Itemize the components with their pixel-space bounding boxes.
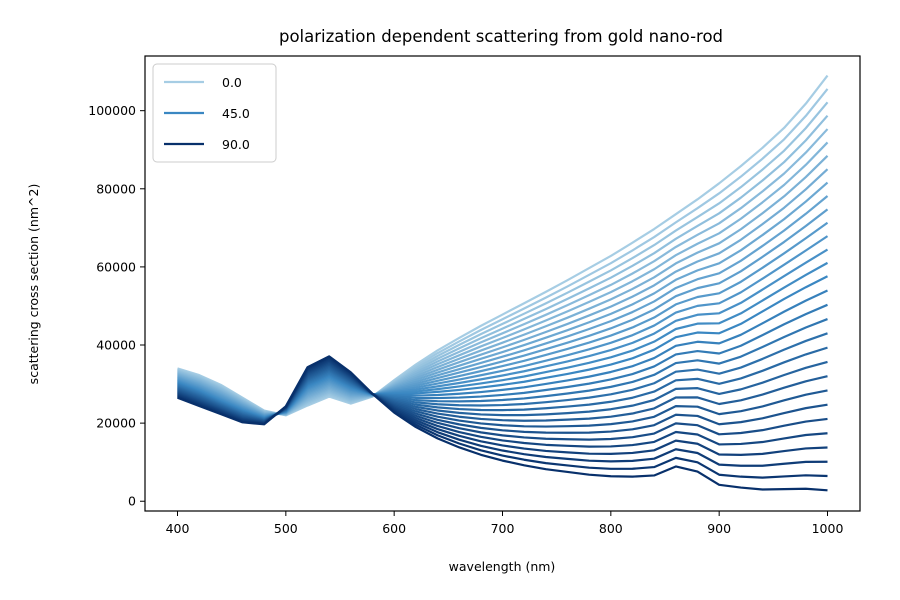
y-axis: 0 20000 40000 60000 80000 100000 — [88, 103, 145, 509]
legend-label: 0.0 — [222, 75, 242, 90]
y-tick-label: 40000 — [96, 338, 136, 353]
x-tick-label: 1000 — [812, 521, 844, 536]
y-tick-label: 20000 — [96, 416, 136, 431]
x-tick-label: 900 — [707, 521, 731, 536]
series-lines — [177, 74, 829, 492]
x-tick-label: 800 — [599, 521, 623, 536]
x-tick-label: 700 — [491, 521, 515, 536]
y-tick-label: 100000 — [88, 103, 136, 118]
legend: 0.0 45.0 90.0 — [152, 63, 277, 163]
legend-frame — [152, 63, 277, 163]
legend-label: 90.0 — [222, 137, 250, 152]
x-tick-label: 600 — [382, 521, 406, 536]
x-axis-label: wavelength (nm) — [449, 559, 556, 574]
x-tick-label: 500 — [274, 521, 298, 536]
y-tick-label: 80000 — [96, 181, 136, 196]
series-line — [177, 355, 828, 492]
y-tick-label: 0 — [128, 494, 136, 509]
y-axis-label: scattering cross section (nm^2) — [26, 184, 41, 385]
x-tick-label: 400 — [166, 521, 190, 536]
chart-title: polarization dependent scattering from g… — [279, 27, 723, 46]
y-tick-label: 60000 — [96, 259, 136, 274]
legend-label: 45.0 — [222, 106, 250, 121]
x-axis: 400 500 600 700 800 900 1000 — [166, 511, 844, 536]
